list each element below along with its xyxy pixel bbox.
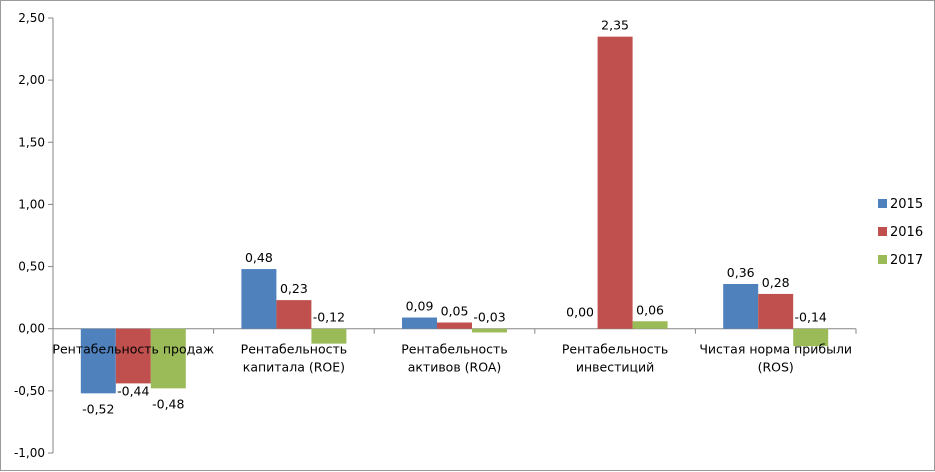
category-label: Рентабельность: [401, 342, 507, 357]
data-label: 0,06: [636, 302, 664, 317]
category-label: Рентабельность: [241, 342, 347, 357]
data-label: -0,44: [117, 383, 149, 398]
bar-2016-0: [115, 328, 151, 384]
y-tick-label: 1,00: [18, 197, 45, 211]
data-label: 0,28: [762, 275, 790, 290]
legend-swatch-2015: [878, 199, 887, 208]
y-tick-label: -0,50: [14, 384, 45, 398]
legend-label: 2016: [890, 225, 923, 240]
y-tick-label: -1,00: [14, 446, 45, 460]
data-label: 0,00: [566, 305, 594, 320]
legend-swatch-2017: [878, 255, 887, 264]
data-label: -0,14: [795, 310, 827, 325]
bar-2015-0: [80, 328, 116, 394]
bar-2016-3: [597, 36, 633, 329]
legend-swatch-2016: [878, 227, 887, 236]
y-tick-label: 0,50: [18, 260, 45, 274]
bar-2017-4: [793, 328, 829, 347]
category-label: Рентабельность продаж: [52, 342, 214, 357]
category-label: (ROS): [758, 360, 794, 375]
data-label: 0,23: [280, 281, 308, 296]
category-label: инвестиций: [576, 360, 654, 375]
data-label: 0,36: [727, 265, 755, 280]
category-label: активов (ROA): [408, 360, 502, 375]
bar-2017-0: [150, 328, 186, 389]
legend-label: 2015: [890, 197, 923, 212]
bar-2016-2: [437, 322, 472, 329]
data-label: -0,48: [152, 396, 184, 411]
bar-2015-1: [241, 269, 277, 329]
bars: [80, 36, 829, 394]
bar-2017-3: [632, 321, 668, 329]
data-labels: -0,52 0,48 0,09 0,00 0,36 -0,44 0,23 0,05 2,35 0,…: [82, 18, 827, 417]
bar-2016-1: [276, 300, 312, 329]
bar-2017-2: [472, 328, 507, 333]
bar-2015-4: [723, 283, 759, 329]
bar-2015-2: [402, 317, 437, 329]
y-tick-label: 2,00: [18, 73, 45, 87]
bar-2017-1: [311, 328, 347, 344]
category-label: Чистая норма прибыли: [699, 342, 852, 357]
bar-2016-4: [758, 293, 794, 329]
category-label: капитала (ROE): [243, 360, 345, 375]
data-label: -0,52: [82, 401, 114, 416]
y-tick-label: 1,50: [18, 135, 45, 149]
category-labels: Рентабельность продаж Рентабельность капит…: [52, 342, 852, 375]
y-tick-label: 0,00: [18, 322, 45, 336]
legend-label: 2017: [890, 253, 923, 268]
data-label: -0,03: [473, 310, 505, 325]
legend: 2015 2016 2017: [878, 197, 923, 268]
data-label: 0,05: [441, 304, 469, 319]
y-tick-label: 2,50: [18, 11, 45, 25]
data-label: -0,12: [313, 310, 345, 325]
data-label: 0,48: [245, 250, 273, 265]
category-label: Рентабельность: [562, 342, 668, 357]
data-label: 2,35: [601, 18, 629, 33]
data-label: 0,09: [406, 299, 434, 314]
